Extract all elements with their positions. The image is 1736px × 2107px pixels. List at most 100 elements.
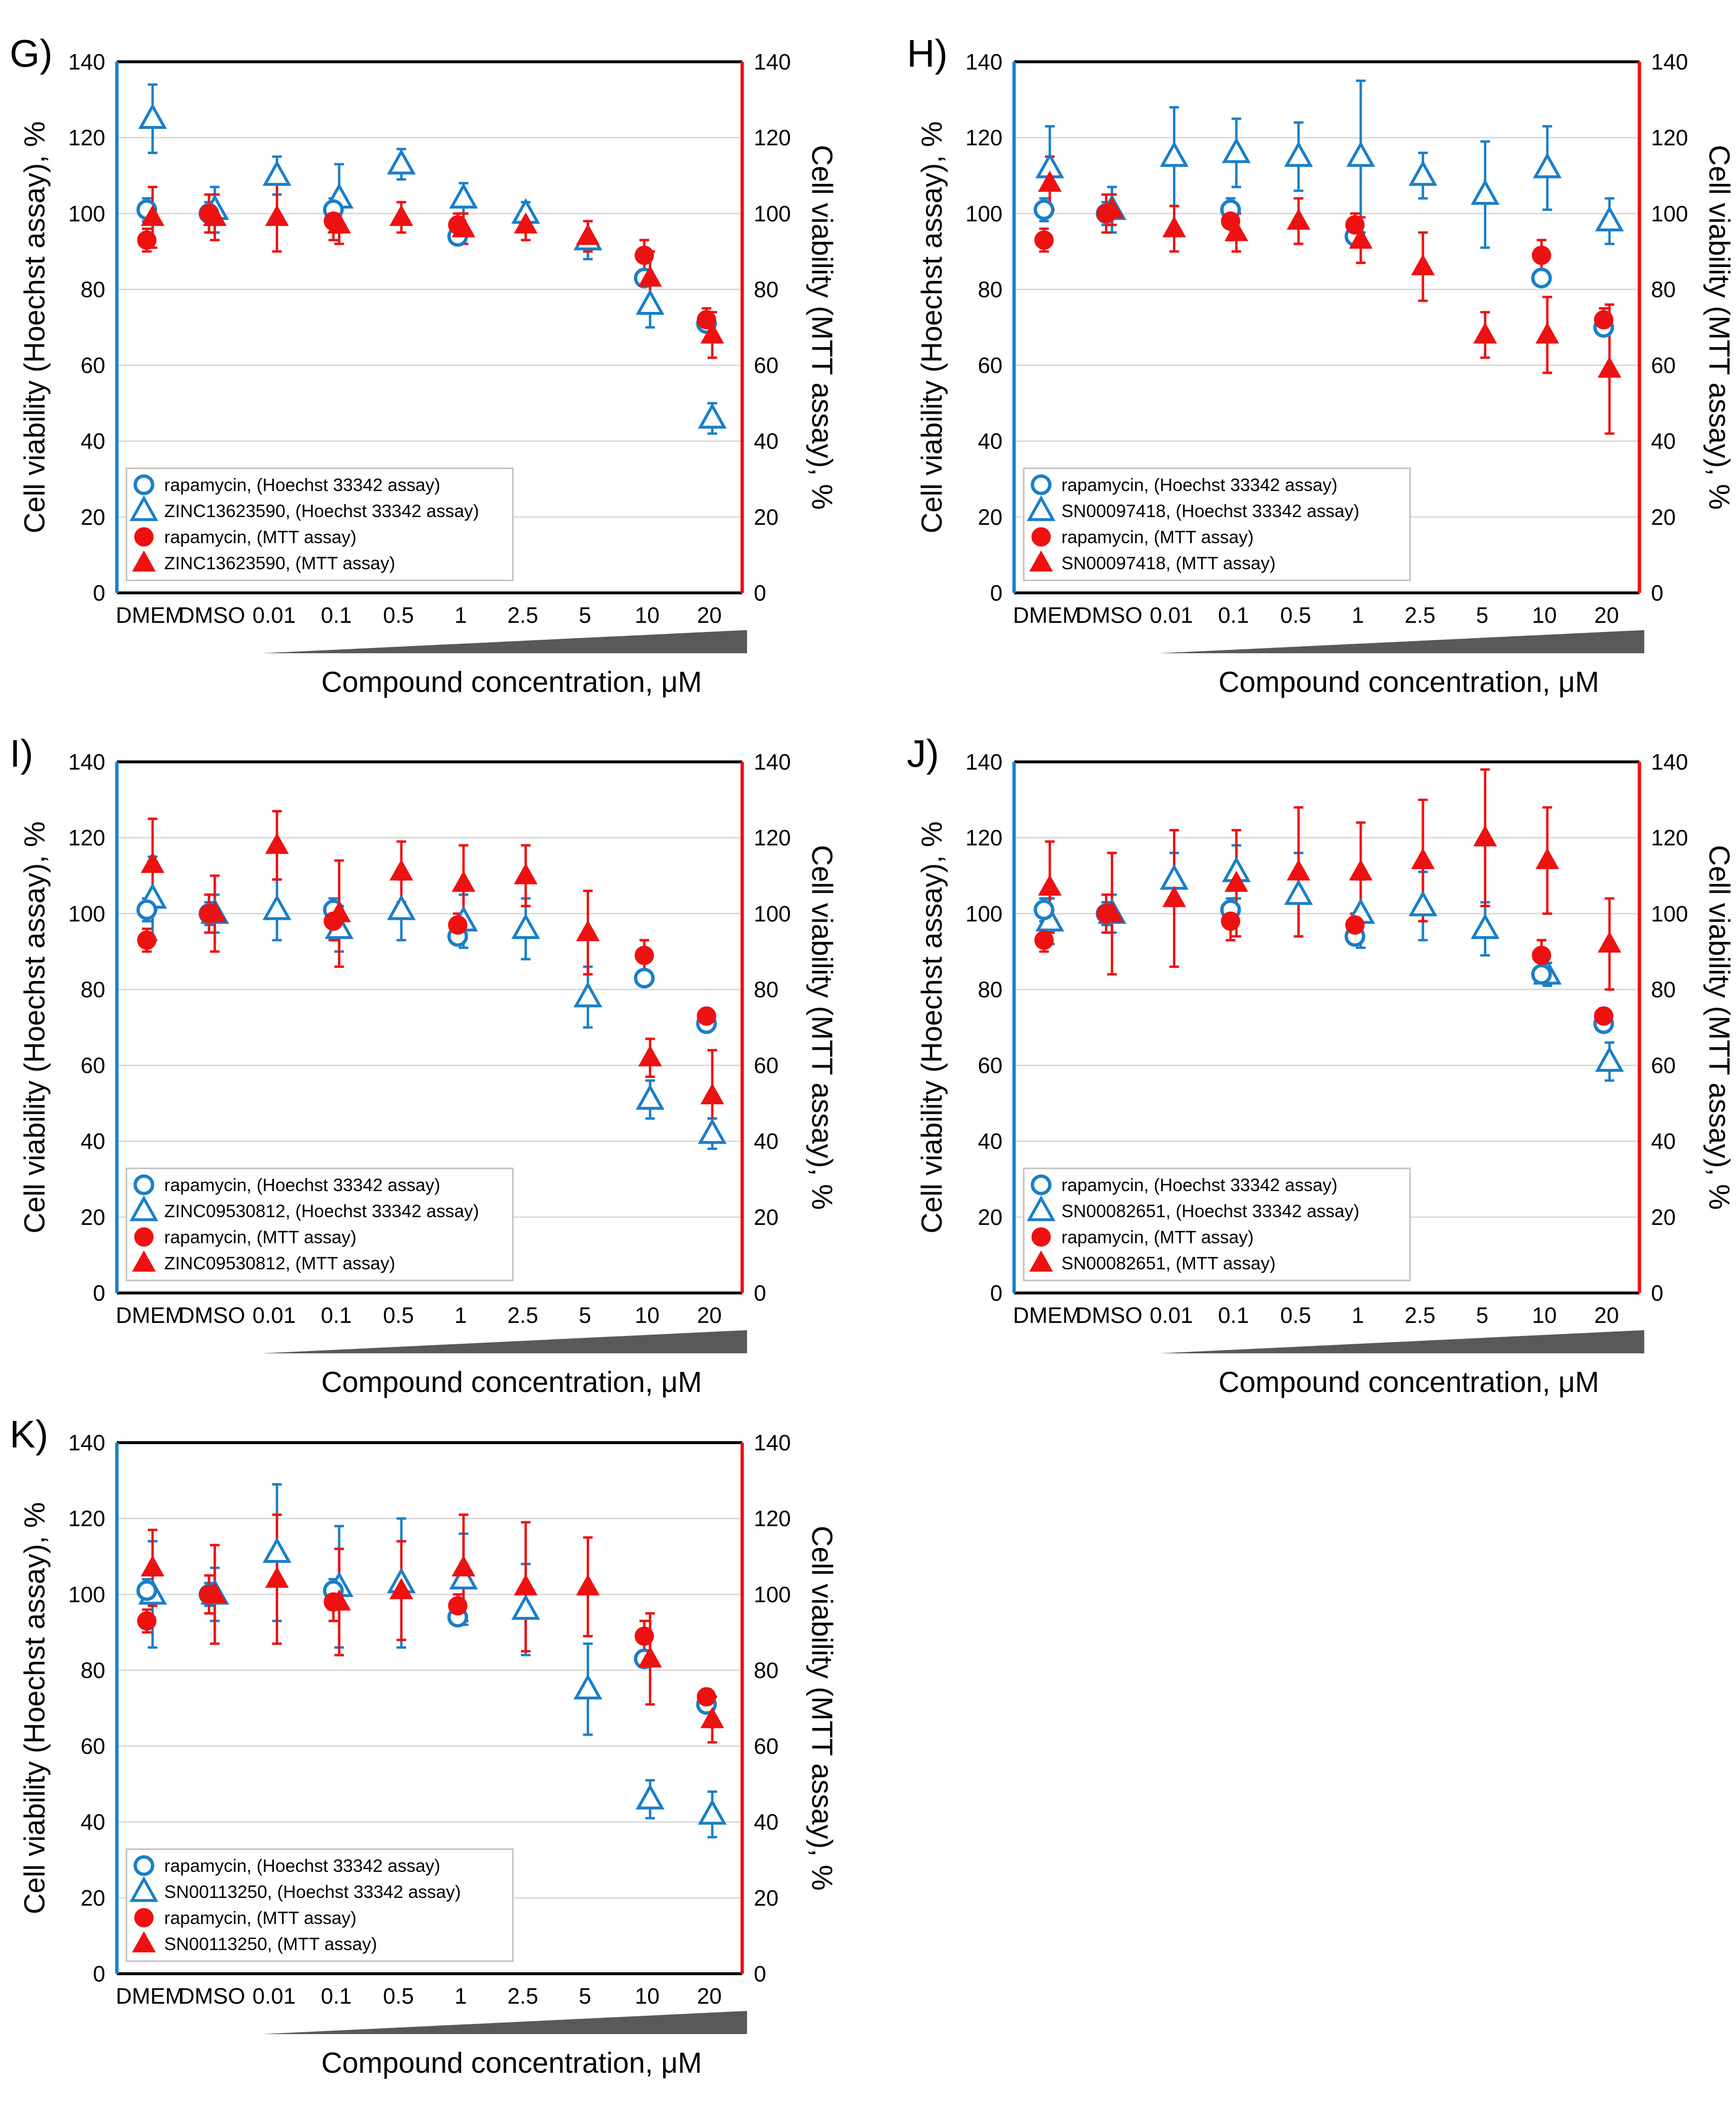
x-tick-label: 0.01 bbox=[253, 1983, 296, 2009]
data-point-circle-filled bbox=[697, 310, 716, 330]
x-tick-label: 2.5 bbox=[508, 603, 538, 628]
legend-entry: rapamycin, (MTT assay) bbox=[1061, 527, 1254, 547]
right-y-tick-label: 100 bbox=[1651, 201, 1688, 226]
data-point-triangle-filled bbox=[700, 1083, 724, 1105]
data-point-circle-filled bbox=[1034, 230, 1054, 250]
data-point-triangle-open bbox=[1284, 879, 1313, 905]
legend-entry: rapamycin, (Hoechst 33342 assay) bbox=[164, 1856, 440, 1876]
right-y-tick-label: 120 bbox=[1651, 125, 1688, 150]
legend-box bbox=[126, 1167, 514, 1281]
left-y-tick-label: 20 bbox=[978, 505, 1002, 530]
data-point-circle-filled bbox=[697, 1006, 716, 1026]
legend-marker-triangle-open bbox=[1027, 1195, 1056, 1222]
legend-entry: rapamycin, (Hoechst 33342 assay) bbox=[1061, 475, 1338, 495]
x-tick-label: 0.5 bbox=[383, 603, 414, 628]
legend-marker-triangle-filled bbox=[1029, 1250, 1053, 1272]
right-y-tick-label: 140 bbox=[1651, 749, 1688, 774]
data-point-triangle-open bbox=[573, 1673, 603, 1700]
data-point-circle-filled bbox=[1345, 915, 1365, 935]
right-y-tick-label: 80 bbox=[754, 977, 778, 1002]
left-y-axis-label: Cell viability (Hoechst assay), % bbox=[18, 821, 51, 1234]
right-y-tick-label: 40 bbox=[754, 429, 778, 454]
x-tick-label: DMSO bbox=[1076, 603, 1143, 628]
right-y-tick-label: 100 bbox=[1651, 901, 1688, 926]
data-point-triangle-open bbox=[1159, 864, 1189, 890]
left-y-tick-label: 20 bbox=[81, 505, 105, 530]
data-point-circle-filled bbox=[137, 230, 156, 250]
right-y-tick-label: 60 bbox=[754, 1734, 778, 1759]
data-point-circle-filled bbox=[1096, 204, 1116, 224]
x-tick-label: 1 bbox=[454, 1983, 467, 2009]
left-y-tick-label: 100 bbox=[68, 201, 105, 226]
data-point-triangle-filled bbox=[265, 1566, 289, 1588]
data-point-triangle-filled bbox=[1473, 322, 1497, 344]
left-y-axis-label: Cell viability (Hoechst assay), % bbox=[18, 121, 51, 534]
right-y-tick-label: 0 bbox=[754, 1280, 766, 1306]
x-tick-label: 20 bbox=[697, 603, 721, 628]
data-point-triangle-filled bbox=[1535, 848, 1559, 870]
data-point-triangle-open bbox=[387, 148, 416, 175]
data-point-triangle-filled bbox=[1162, 885, 1186, 907]
data-point-triangle-open bbox=[1595, 205, 1624, 232]
left-y-tick-label: 60 bbox=[81, 353, 105, 378]
data-point-triangle-open bbox=[1159, 141, 1189, 167]
x-tick-label: 0.1 bbox=[321, 1303, 352, 1328]
left-y-tick-label: 80 bbox=[81, 1658, 105, 1683]
x-tick-label: 5 bbox=[579, 1303, 592, 1328]
data-point-triangle-filled bbox=[514, 1574, 538, 1596]
data-point-triangle-open bbox=[387, 894, 416, 920]
data-point-circle-open bbox=[136, 1580, 157, 1601]
x-tick-label: 0.1 bbox=[321, 1983, 352, 2009]
right-y-tick-label: 60 bbox=[1651, 353, 1676, 378]
data-point-triangle-open bbox=[511, 1594, 540, 1620]
x-tick-label: 0.1 bbox=[1218, 603, 1249, 628]
legend-entry: rapamycin, (Hoechst 33342 assay) bbox=[164, 1175, 440, 1195]
data-point-circle-filled bbox=[324, 1592, 343, 1612]
data-point-circle-filled bbox=[1221, 211, 1241, 231]
data-point-triangle-open bbox=[262, 160, 292, 186]
left-y-axis-label: Cell viability (Hoechst assay), % bbox=[916, 821, 948, 1234]
data-point-triangle-open bbox=[138, 103, 167, 129]
data-point-triangle-filled bbox=[1597, 356, 1622, 378]
x-tick-label: 10 bbox=[635, 603, 660, 628]
left-y-tick-label: 40 bbox=[81, 429, 105, 454]
data-point-triangle-open bbox=[1284, 141, 1313, 167]
concentration-gradient-wedge bbox=[1159, 630, 1644, 653]
right-y-tick-label: 140 bbox=[1651, 49, 1688, 74]
right-y-tick-label: 100 bbox=[754, 201, 791, 226]
x-tick-label: 5 bbox=[1476, 603, 1489, 628]
right-y-tick-label: 0 bbox=[754, 1961, 766, 1986]
x-tick-label: 2.5 bbox=[1405, 1303, 1436, 1328]
data-point-triangle-open bbox=[262, 1537, 292, 1563]
legend-marker-circle-open bbox=[1030, 474, 1052, 495]
legend-entry: rapamycin, (MTT assay) bbox=[1061, 1227, 1254, 1247]
x-tick-label: 20 bbox=[697, 1303, 721, 1328]
data-point-circle-filled bbox=[1594, 1006, 1613, 1026]
data-point-circle-filled bbox=[199, 1585, 219, 1604]
right-y-tick-label: 120 bbox=[754, 1506, 791, 1531]
panel-label: K) bbox=[10, 1413, 48, 1456]
data-point-triangle-open bbox=[635, 1784, 665, 1810]
left-y-tick-label: 80 bbox=[81, 277, 105, 302]
data-point-triangle-filled bbox=[1224, 871, 1248, 892]
data-point-triangle-open bbox=[698, 1798, 727, 1825]
legend-marker-triangle-filled bbox=[132, 1250, 156, 1272]
legend-marker-circle-filled bbox=[1031, 1227, 1051, 1247]
data-point-triangle-open bbox=[449, 1563, 478, 1590]
data-point-circle-open bbox=[634, 968, 655, 989]
right-y-axis-label: Cell viability (MTT assay), % bbox=[806, 845, 838, 1210]
data-point-triangle-filled bbox=[1535, 322, 1559, 344]
left-y-tick-label: 120 bbox=[68, 1506, 105, 1531]
data-point-triangle-filled bbox=[1473, 825, 1497, 846]
legend-entry: SN00113250, (MTT assay) bbox=[164, 1934, 377, 1954]
data-point-triangle-open bbox=[573, 981, 603, 1008]
data-point-triangle-filled bbox=[389, 859, 413, 881]
x-tick-label: 1 bbox=[1352, 1303, 1364, 1328]
legend-entry: rapamycin, (Hoechst 33342 assay) bbox=[164, 475, 440, 495]
legend-entry: SN00113250, (Hoechst 33342 assay) bbox=[164, 1882, 461, 1902]
data-point-triangle-filled bbox=[1597, 931, 1622, 953]
left-y-tick-label: 0 bbox=[990, 1280, 1002, 1306]
